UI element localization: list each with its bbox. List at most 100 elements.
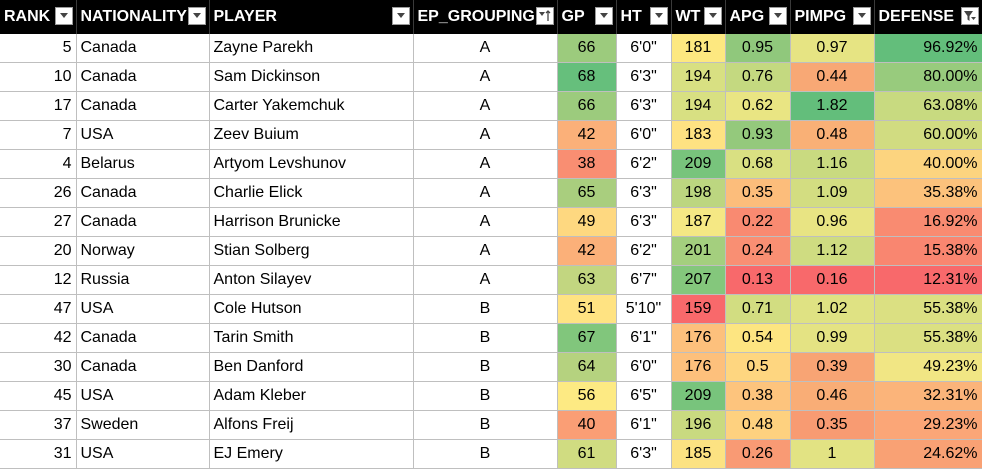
cell-defense[interactable]: 63.08% — [874, 91, 982, 121]
sort-ascending-icon[interactable] — [535, 7, 554, 25]
cell-nationality[interactable]: Canada — [76, 91, 210, 121]
cell-rank[interactable]: 45 — [0, 381, 77, 411]
column-header-apg[interactable]: APG — [725, 0, 791, 34]
cell-nationality[interactable]: Norway — [76, 236, 210, 266]
cell-gp[interactable]: 49 — [557, 207, 617, 237]
cell-ht[interactable]: 6'7" — [616, 265, 672, 295]
cell-pimpg[interactable]: 0.46 — [790, 381, 875, 411]
cell-gp[interactable]: 68 — [557, 62, 617, 92]
cell-ep-grouping[interactable]: A — [413, 236, 558, 266]
cell-gp[interactable]: 51 — [557, 294, 617, 324]
cell-player[interactable]: Cole Hutson — [209, 294, 414, 324]
dropdown-arrow-icon[interactable] — [768, 7, 787, 25]
cell-ht[interactable]: 5'10" — [616, 294, 672, 324]
dropdown-arrow-icon[interactable] — [703, 7, 722, 25]
cell-nationality[interactable]: Canada — [76, 178, 210, 208]
cell-nationality[interactable]: USA — [76, 120, 210, 150]
cell-player[interactable]: Charlie Elick — [209, 178, 414, 208]
cell-ep-grouping[interactable]: B — [413, 439, 558, 469]
cell-player[interactable]: Artyom Levshunov — [209, 149, 414, 179]
cell-apg[interactable]: 0.68 — [725, 149, 791, 179]
cell-pimpg[interactable]: 0.96 — [790, 207, 875, 237]
column-header-gp[interactable]: GP — [557, 0, 617, 34]
cell-wt[interactable]: 207 — [671, 265, 726, 295]
cell-player[interactable]: Alfons Freij — [209, 410, 414, 440]
cell-ht[interactable]: 6'2" — [616, 236, 672, 266]
cell-pimpg[interactable]: 1.12 — [790, 236, 875, 266]
cell-ht[interactable]: 6'0" — [616, 34, 672, 63]
cell-wt[interactable]: 187 — [671, 207, 726, 237]
cell-rank[interactable]: 37 — [0, 410, 77, 440]
cell-ht[interactable]: 6'0" — [616, 352, 672, 382]
cell-ht[interactable]: 6'3" — [616, 178, 672, 208]
cell-gp[interactable]: 56 — [557, 381, 617, 411]
cell-nationality[interactable]: Sweden — [76, 410, 210, 440]
cell-defense[interactable]: 60.00% — [874, 120, 982, 150]
column-header-nationality[interactable]: NATIONALITY — [76, 0, 210, 34]
filter-applied-icon[interactable] — [960, 7, 979, 25]
cell-ep-grouping[interactable]: B — [413, 410, 558, 440]
cell-wt[interactable]: 185 — [671, 439, 726, 469]
column-header-ht[interactable]: HT — [616, 0, 672, 34]
cell-ht[interactable]: 6'0" — [616, 120, 672, 150]
cell-gp[interactable]: 66 — [557, 91, 617, 121]
cell-ep-grouping[interactable]: A — [413, 62, 558, 92]
cell-ep-grouping[interactable]: B — [413, 323, 558, 353]
cell-wt[interactable]: 181 — [671, 34, 726, 63]
cell-defense[interactable]: 96.92% — [874, 34, 982, 63]
cell-gp[interactable]: 38 — [557, 149, 617, 179]
cell-ep-grouping[interactable]: A — [413, 207, 558, 237]
cell-ep-grouping[interactable]: A — [413, 178, 558, 208]
cell-nationality[interactable]: USA — [76, 381, 210, 411]
cell-pimpg[interactable]: 0.97 — [790, 34, 875, 63]
cell-apg[interactable]: 0.5 — [725, 352, 791, 382]
cell-wt[interactable]: 201 — [671, 236, 726, 266]
cell-nationality[interactable]: Russia — [76, 265, 210, 295]
cell-wt[interactable]: 194 — [671, 62, 726, 92]
cell-pimpg[interactable]: 0.39 — [790, 352, 875, 382]
dropdown-arrow-icon[interactable] — [594, 7, 613, 25]
cell-wt[interactable]: 194 — [671, 91, 726, 121]
cell-pimpg[interactable]: 0.44 — [790, 62, 875, 92]
cell-gp[interactable]: 64 — [557, 352, 617, 382]
cell-pimpg[interactable]: 0.48 — [790, 120, 875, 150]
cell-rank[interactable]: 20 — [0, 236, 77, 266]
cell-player[interactable]: Harrison Brunicke — [209, 207, 414, 237]
cell-nationality[interactable]: USA — [76, 294, 210, 324]
column-header-rank[interactable]: RANK — [0, 0, 77, 34]
cell-defense[interactable]: 80.00% — [874, 62, 982, 92]
cell-nationality[interactable]: Canada — [76, 323, 210, 353]
column-header-wt[interactable]: WT — [671, 0, 726, 34]
cell-rank[interactable]: 42 — [0, 323, 77, 353]
cell-player[interactable]: Tarin Smith — [209, 323, 414, 353]
cell-apg[interactable]: 0.24 — [725, 236, 791, 266]
cell-player[interactable]: Sam Dickinson — [209, 62, 414, 92]
cell-wt[interactable]: 176 — [671, 352, 726, 382]
cell-nationality[interactable]: Canada — [76, 352, 210, 382]
cell-pimpg[interactable]: 0.35 — [790, 410, 875, 440]
cell-nationality[interactable]: Canada — [76, 34, 210, 63]
cell-ep-grouping[interactable]: A — [413, 265, 558, 295]
cell-player[interactable]: Carter Yakemchuk — [209, 91, 414, 121]
cell-apg[interactable]: 0.35 — [725, 178, 791, 208]
cell-ht[interactable]: 6'2" — [616, 149, 672, 179]
cell-nationality[interactable]: USA — [76, 439, 210, 469]
dropdown-arrow-icon[interactable] — [391, 7, 410, 25]
cell-wt[interactable]: 198 — [671, 178, 726, 208]
cell-player[interactable]: Anton Silayev — [209, 265, 414, 295]
cell-apg[interactable]: 0.22 — [725, 207, 791, 237]
cell-player[interactable]: Stian Solberg — [209, 236, 414, 266]
cell-player[interactable]: Zayne Parekh — [209, 34, 414, 63]
cell-gp[interactable]: 42 — [557, 236, 617, 266]
cell-pimpg[interactable]: 1.02 — [790, 294, 875, 324]
cell-pimpg[interactable]: 0.16 — [790, 265, 875, 295]
cell-gp[interactable]: 61 — [557, 439, 617, 469]
cell-rank[interactable]: 30 — [0, 352, 77, 382]
dropdown-arrow-icon[interactable] — [187, 7, 206, 25]
cell-gp[interactable]: 40 — [557, 410, 617, 440]
cell-apg[interactable]: 0.93 — [725, 120, 791, 150]
cell-pimpg[interactable]: 1.16 — [790, 149, 875, 179]
cell-ep-grouping[interactable]: A — [413, 120, 558, 150]
cell-apg[interactable]: 0.38 — [725, 381, 791, 411]
cell-nationality[interactable]: Canada — [76, 207, 210, 237]
